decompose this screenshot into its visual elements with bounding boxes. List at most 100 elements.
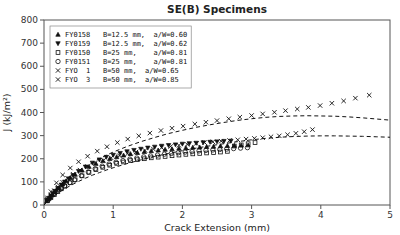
- legend: FY0158 B=12.5 mm, a/W=0.60FY0159 B=12.5 …: [50, 26, 191, 88]
- point: [202, 140, 206, 144]
- series-points: [46, 141, 257, 203]
- point: [95, 149, 99, 153]
- y-axis-label: J (kJ/m²): [1, 94, 12, 133]
- point: [193, 122, 197, 126]
- point: [194, 141, 198, 145]
- y-tick-label: 600: [21, 61, 38, 71]
- x-tick: [44, 205, 45, 209]
- point: [94, 161, 98, 165]
- legend-label: FY0159 B=12.5 mm, a/W=0.62: [65, 40, 187, 48]
- point: [159, 128, 163, 132]
- series-points: [45, 143, 251, 203]
- series-points: [45, 127, 314, 201]
- point: [260, 136, 264, 140]
- point: [60, 173, 64, 177]
- point: [121, 153, 125, 157]
- point: [155, 153, 159, 157]
- point: [115, 140, 119, 144]
- x-tick: [320, 205, 321, 209]
- point: [176, 151, 180, 155]
- series-points: [45, 145, 249, 202]
- data-group: [44, 93, 390, 205]
- point: [285, 133, 289, 137]
- point: [318, 103, 322, 107]
- legend-label: FY0151 B=25 mm, a/W=0.81: [65, 58, 187, 66]
- point: [68, 166, 72, 170]
- point: [269, 135, 273, 139]
- point: [170, 126, 174, 130]
- point: [367, 93, 371, 97]
- y-tick-label: 800: [21, 15, 38, 25]
- point: [151, 147, 155, 151]
- point: [181, 124, 185, 128]
- point: [97, 158, 101, 162]
- y-tick: [40, 205, 44, 206]
- legend-box: [50, 26, 191, 88]
- point: [183, 150, 187, 154]
- point: [71, 172, 75, 176]
- point: [141, 155, 145, 159]
- point: [215, 140, 219, 144]
- point: [219, 139, 223, 143]
- point: [238, 146, 242, 150]
- point: [148, 154, 152, 158]
- point: [135, 156, 139, 160]
- y-tick: [40, 112, 44, 113]
- y-tick: [40, 89, 44, 90]
- x-tick-label: 3: [249, 210, 255, 220]
- point: [168, 144, 172, 148]
- point: [159, 145, 163, 149]
- point: [139, 147, 143, 151]
- point: [236, 138, 240, 142]
- legend-marker: [56, 68, 60, 72]
- point: [252, 136, 256, 140]
- y-tick-label: 300: [21, 131, 38, 141]
- point: [253, 141, 257, 145]
- point: [117, 154, 121, 158]
- point: [190, 149, 194, 153]
- point: [148, 131, 152, 135]
- envelope-line: [44, 136, 390, 205]
- point: [197, 149, 201, 153]
- x-tick: [251, 205, 252, 209]
- y-tick-label: 100: [21, 177, 38, 187]
- point: [67, 180, 71, 184]
- point: [218, 147, 222, 151]
- y-tick-label: 700: [21, 38, 38, 48]
- point: [246, 142, 250, 146]
- point: [60, 180, 64, 184]
- point: [79, 173, 83, 177]
- point: [126, 137, 130, 141]
- point: [101, 158, 105, 162]
- point: [260, 112, 264, 116]
- legend-label: FYO 1 B=50 mm, a/W=0.65: [65, 67, 179, 75]
- x-tick: [113, 205, 114, 209]
- point: [211, 140, 215, 144]
- y-tick: [40, 135, 44, 136]
- y-tick: [40, 181, 44, 182]
- legend-label: FY0158 B=12.5 mm, a/W=0.60: [65, 31, 187, 39]
- y-tick-label: 500: [21, 84, 38, 94]
- point: [169, 151, 173, 155]
- y-tick: [40, 20, 44, 21]
- point: [93, 166, 97, 170]
- point: [72, 178, 76, 182]
- series-points: [45, 139, 233, 202]
- x-tick-label: 4: [318, 210, 324, 220]
- point: [86, 170, 90, 174]
- point: [45, 196, 49, 200]
- point: [137, 134, 141, 138]
- point: [204, 148, 208, 152]
- point: [65, 176, 69, 180]
- legend-label: FY0150 B=25 mm, a/W=0.81: [65, 49, 187, 57]
- x-tick-label: 2: [180, 210, 186, 220]
- point: [204, 145, 208, 149]
- point: [204, 120, 208, 124]
- point: [227, 117, 231, 121]
- point: [277, 134, 281, 138]
- point: [177, 143, 181, 147]
- point: [114, 160, 118, 164]
- y-tick: [40, 158, 44, 159]
- point: [245, 145, 249, 149]
- y-tick: [40, 43, 44, 44]
